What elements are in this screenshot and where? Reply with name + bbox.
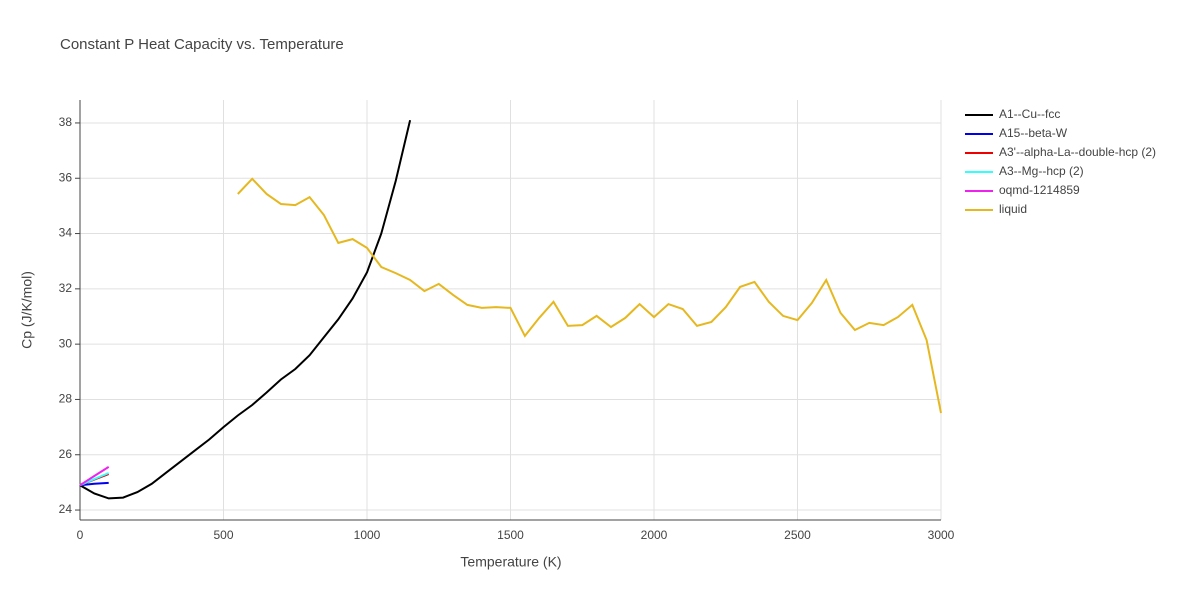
x-tick-label: 500 (213, 528, 233, 542)
x-tick-label: 1500 (497, 528, 524, 542)
data-line (79, 481, 109, 487)
data-line (237, 177, 942, 414)
x-axis-title: Temperature (K) (460, 554, 561, 570)
y-tick-label: 24 (59, 502, 73, 516)
x-tick-label: 0 (77, 528, 84, 542)
y-tick-label: 32 (59, 281, 73, 295)
x-tick-label: 2500 (784, 528, 811, 542)
y-tick-label: 28 (59, 392, 73, 406)
legend-label: A3'--alpha-La--double-hcp (2) (999, 145, 1156, 159)
y-tick-label: 38 (59, 115, 73, 129)
y-tick-label: 36 (59, 170, 73, 184)
legend-label: A3--Mg--hcp (2) (999, 164, 1084, 178)
x-tick-label: 1000 (354, 528, 381, 542)
legend-label: A15--beta-W (999, 126, 1068, 140)
legend: A1--Cu--fcc A15--beta-W A3'--alpha-La--dou… (965, 107, 1156, 216)
legend-label: liquid (999, 202, 1027, 216)
legend-label: A1--Cu--fcc (999, 107, 1060, 121)
x-tick-label: 2000 (641, 528, 668, 542)
x-tick-label: 3000 (928, 528, 955, 542)
y-tick-label: 34 (59, 226, 73, 240)
legend-label: oqmd-1214859 (999, 183, 1080, 197)
y-tick-label: 30 (59, 336, 73, 350)
chart-title: Constant P Heat Capacity vs. Temperature (60, 36, 344, 53)
y-tick-label: 26 (59, 447, 73, 461)
data-line (79, 119, 412, 500)
data-line (79, 466, 110, 487)
y-axis-title: Cp (J/K/mol) (19, 271, 35, 349)
